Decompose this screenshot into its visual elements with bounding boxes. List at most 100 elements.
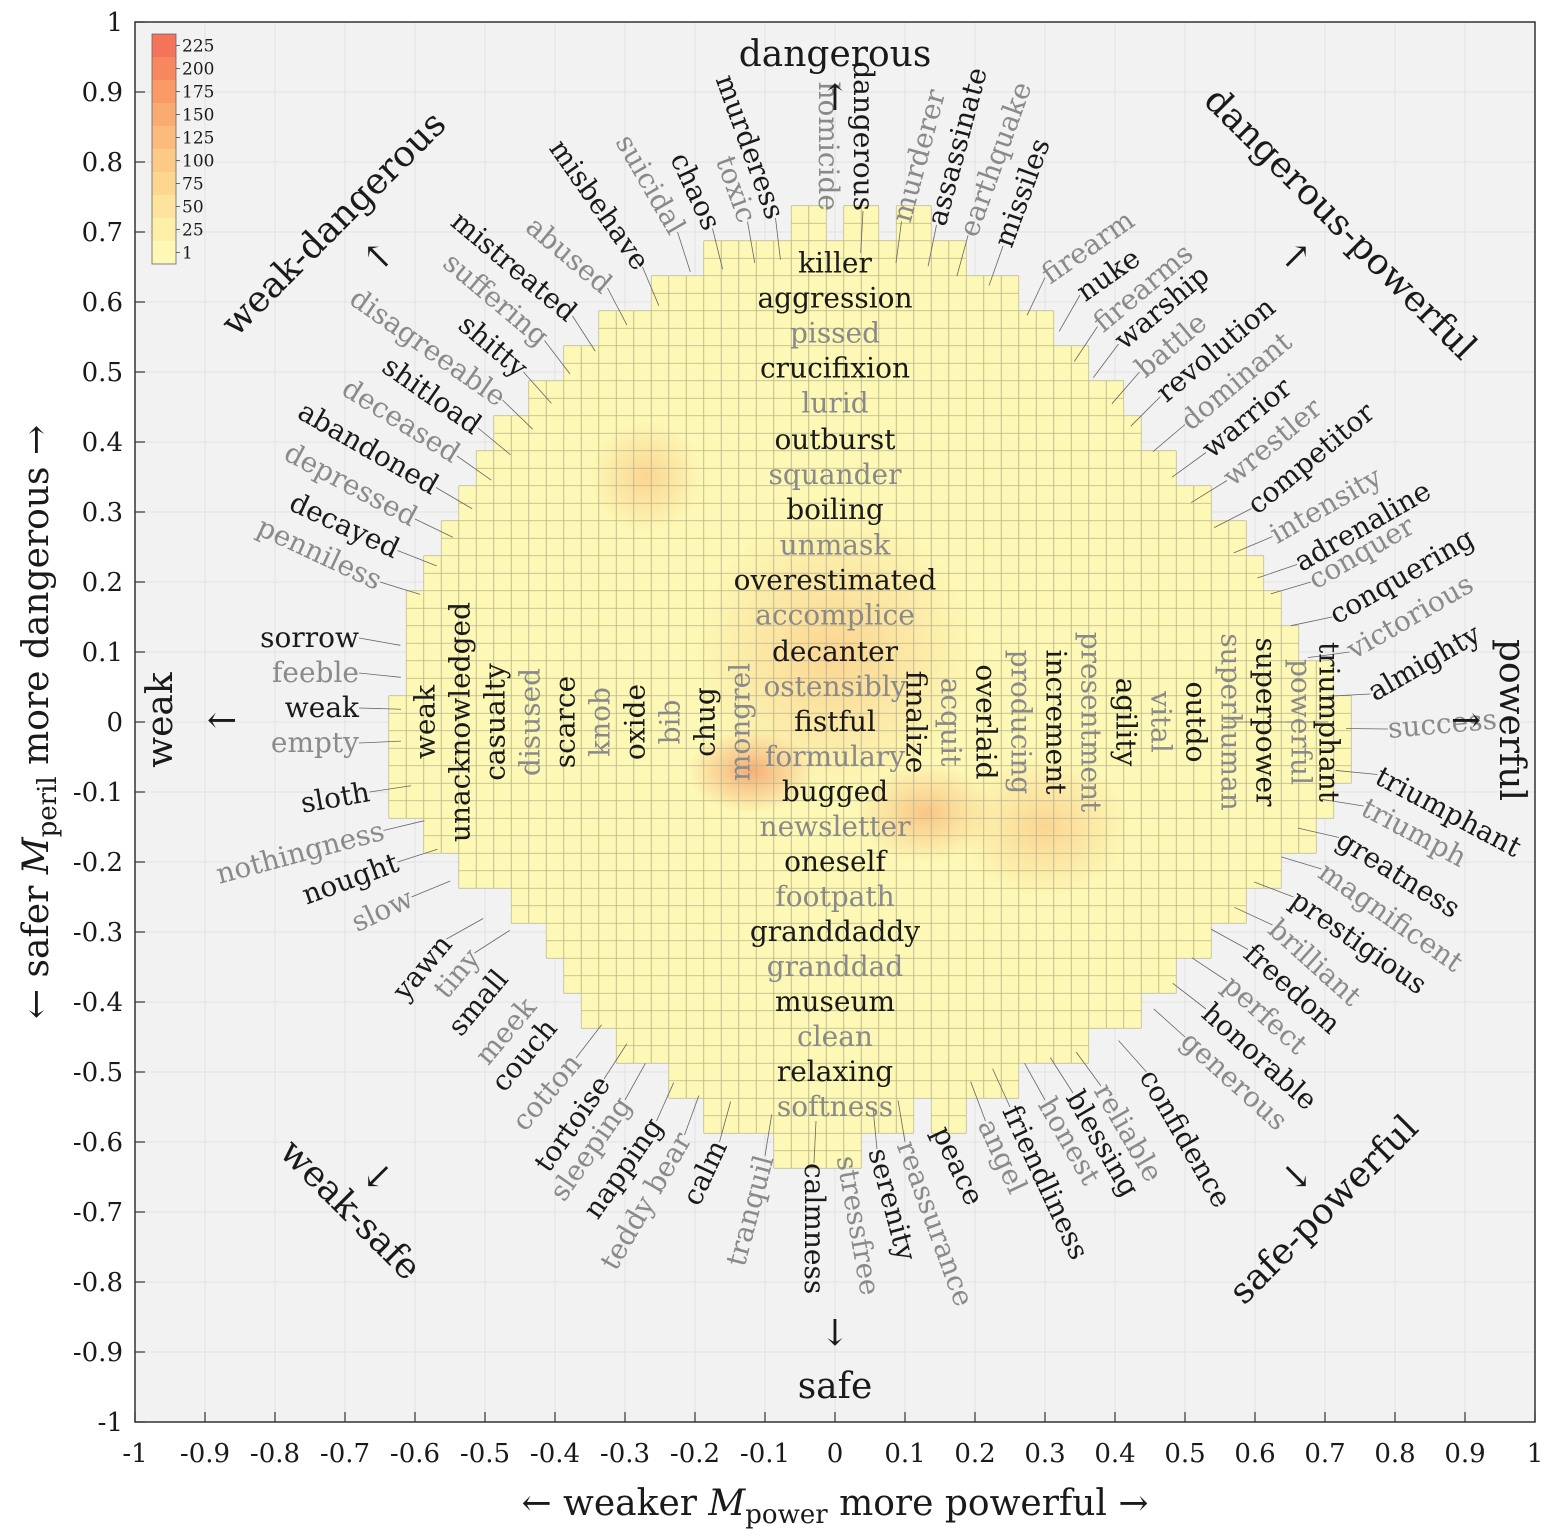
leader-line <box>1234 906 1273 926</box>
leader-line <box>988 245 1004 286</box>
word-label: sorrow <box>260 621 359 654</box>
leader-line <box>970 1081 986 1122</box>
y-tick-label: 0.3 <box>82 498 123 528</box>
leader-line <box>414 518 453 538</box>
y-tick-label: 0.1 <box>82 638 123 668</box>
x-tick-label: -0.3 <box>600 1439 650 1469</box>
word-label: formulary <box>765 740 905 773</box>
leader-line <box>1092 343 1119 378</box>
y-tick-label: -1 <box>98 1408 123 1438</box>
arrow-up-left: ↖ <box>363 236 393 277</box>
y-tick-label: -0.9 <box>73 1338 123 1368</box>
x-tick-label: -0.4 <box>530 1439 580 1469</box>
leader-line <box>358 672 401 678</box>
leader-line <box>607 287 628 326</box>
heatmap-hotspot <box>961 757 1129 897</box>
leader-line <box>1191 957 1228 982</box>
colorbar-swatch <box>152 80 176 103</box>
leader-line <box>575 1024 602 1059</box>
heatmap-column <box>1333 695 1352 784</box>
word-label: acquit <box>935 678 968 767</box>
leader-line <box>603 1043 628 1080</box>
colorbar-swatch <box>152 218 176 241</box>
arrow-right: → <box>1451 700 1481 741</box>
word-label: unmask <box>780 529 892 562</box>
direction-safe: safe <box>798 1366 873 1407</box>
x-tick-label: 0.9 <box>1444 1439 1485 1469</box>
leader-line <box>1213 508 1252 529</box>
leader-line <box>544 340 571 375</box>
leader-line <box>369 785 412 793</box>
y-axis-title: ← safer Mperil more dangerous → <box>16 425 63 1019</box>
leader-line <box>1257 564 1298 579</box>
x-tick-label: -0.6 <box>390 1439 440 1469</box>
leader-line <box>1118 1040 1147 1073</box>
leader-line <box>456 455 492 481</box>
heatmap-column <box>581 345 599 1029</box>
heatmap-column <box>423 555 442 854</box>
leader-line <box>411 880 451 898</box>
colorbar-label: 25 <box>182 221 204 241</box>
heatmap-column <box>406 590 424 819</box>
y-tick-label: 0.2 <box>82 568 123 598</box>
heatmap-column <box>651 275 669 1064</box>
label-leader-lines <box>358 210 1389 1164</box>
word-label: boiling <box>786 493 884 526</box>
x-tick-label: 0.5 <box>1164 1439 1205 1469</box>
arrow-up: ↑ <box>820 78 850 119</box>
word-label: overestimated <box>734 564 937 597</box>
word-label: footpath <box>775 880 894 913</box>
y-tick-label: -0.1 <box>73 778 123 808</box>
leader-line <box>1058 294 1081 332</box>
heatmap-column <box>1298 660 1317 854</box>
leader-line <box>764 1114 773 1157</box>
y-tick-label: -0.2 <box>73 848 123 878</box>
heatmap-column <box>476 450 494 889</box>
heatmap-column <box>598 310 617 1029</box>
heatmap-column <box>441 520 459 854</box>
heatmap-column <box>1176 485 1194 959</box>
x-tick-label: 0.6 <box>1234 1439 1275 1469</box>
leader-line <box>1345 728 1389 730</box>
leader-line <box>860 210 864 253</box>
colorbar-legend: 225 200 175 150 125 100 75 50 25 1 <box>151 33 214 265</box>
heatmap-column <box>546 380 564 959</box>
heatmap-hotspot <box>590 421 702 533</box>
leader-line <box>1152 424 1186 453</box>
word-label: overlaid <box>970 664 1003 779</box>
heatmap-column <box>668 275 687 1099</box>
word-label: superpower <box>1250 638 1283 808</box>
leader-line <box>813 1121 817 1164</box>
x-tick-label: -0.5 <box>460 1439 510 1469</box>
heatmap-column <box>1281 625 1299 854</box>
heatmap-hotspots <box>590 421 1129 897</box>
leader-line <box>1073 326 1098 362</box>
direction-dangerous: dangerous <box>739 34 932 75</box>
leader-line <box>572 315 596 352</box>
word-label: disused <box>514 668 547 776</box>
word-label: lurid <box>801 387 868 420</box>
leader-line <box>775 217 781 260</box>
leader-line <box>684 1095 700 1136</box>
y-tick-label: -0.7 <box>73 1198 123 1228</box>
word-label: increment <box>1040 649 1073 795</box>
word-label: newsletter <box>760 810 912 843</box>
x-tick-label: -0.8 <box>250 1439 300 1469</box>
word-label: finalize <box>900 671 933 774</box>
word-label: ostensibly <box>763 670 906 703</box>
heatmap-column <box>458 485 477 889</box>
x-tick-label: 0.2 <box>954 1439 995 1469</box>
heatmap-column <box>1141 450 1159 994</box>
x-tick-label: -0.7 <box>320 1439 370 1469</box>
direction-powerful: powerful <box>1491 639 1532 801</box>
word-label: knob <box>584 687 617 757</box>
y-tick-label: 0.8 <box>82 148 123 178</box>
leader-line <box>1075 1051 1102 1087</box>
word-label: empty <box>271 726 359 759</box>
colorbar-swatch <box>152 126 176 149</box>
arrow-up-right: ↗ <box>1281 236 1311 277</box>
leader-line <box>1297 827 1340 838</box>
colorbar-label: 150 <box>182 106 214 126</box>
leader-line <box>1270 581 1312 595</box>
leader-line <box>872 1107 878 1150</box>
